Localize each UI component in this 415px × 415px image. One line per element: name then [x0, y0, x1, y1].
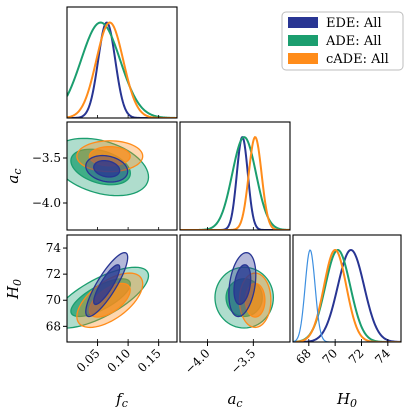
- panel-fc-ac-contours: [67, 137, 150, 197]
- ede-all-ac-marginal: [180, 135, 290, 230]
- panel-frame-ac-H0: [179, 234, 291, 343]
- panel-frame-ac-ac: [179, 121, 291, 231]
- x-tick-label-H0: 72: [346, 346, 367, 367]
- x-axis-label-fc: fc: [115, 390, 128, 410]
- x-axis-label-H0: H0: [336, 390, 357, 410]
- ede-all-H0-marginal: [293, 248, 401, 342]
- x-tick-label-fc: 0.15: [135, 346, 164, 375]
- series-3-H0-marginal: [293, 249, 401, 342]
- panel-frame-H0-H0: [292, 234, 402, 343]
- cade-all-H0-marginal: [293, 249, 401, 342]
- legend-label-ade-all: ADE: All: [325, 34, 382, 49]
- x-tick-label-H0: 74: [372, 346, 393, 367]
- legend-swatch-ede-all: [288, 17, 318, 28]
- panel-frame-fc-H0: [66, 234, 178, 343]
- ade-all-H0-marginal: [293, 248, 401, 342]
- legend: EDE: All ADE: All cADE: All: [281, 11, 404, 71]
- x-tick-label-fc: 0.05: [74, 346, 103, 375]
- panel-frame-fc-fc: [66, 6, 178, 119]
- x-tick-label-H0: 70: [320, 346, 341, 367]
- y-tick-label-H0: 74: [46, 241, 62, 255]
- panel-fc-H0-contours: [67, 251, 150, 329]
- legend-swatch-cade-all: [288, 53, 318, 64]
- y-tick-label-ac: −3.5: [32, 151, 61, 165]
- y-tick-label-ac: −4.0: [32, 196, 61, 210]
- y-axis-label-H0: H0: [4, 279, 24, 300]
- legend-label-ede-all: EDE: All: [326, 16, 382, 31]
- ede-all-fc-ac-68-contour: [93, 159, 121, 178]
- x-tick-label-ac: −3.5: [228, 346, 259, 377]
- panel-frame-fc-ac: [66, 121, 178, 231]
- x-axis-label-ac: ac: [227, 390, 242, 410]
- panel-fc-marginal: [67, 21, 177, 118]
- y-axis-label-ac: ac: [4, 168, 24, 183]
- y-tick-label-H0: 68: [46, 319, 61, 333]
- x-tick-label-fc: 0.10: [104, 346, 133, 375]
- cade-all-ac-marginal: [180, 136, 290, 230]
- legend-label-cade-all: cADE: All: [326, 52, 389, 67]
- panel-H0-marginal: [293, 248, 401, 342]
- ede-all-fc-marginal: [67, 21, 177, 118]
- x-tick-label-ac: −4.0: [182, 346, 213, 377]
- y-tick-label-H0: 70: [46, 293, 61, 307]
- x-tick-label-H0: 68: [293, 346, 314, 367]
- panel-ac-H0-contours: [214, 251, 275, 329]
- ede-all-ac-H0-68-contour: [233, 264, 252, 306]
- legend-swatch-ade-all: [288, 35, 318, 46]
- y-tick-label-H0: 72: [46, 267, 61, 281]
- cade-all-fc-marginal: [67, 21, 177, 118]
- ede-all-fc-H0-68-contour: [93, 264, 121, 306]
- panel-ac-marginal: [180, 135, 290, 230]
